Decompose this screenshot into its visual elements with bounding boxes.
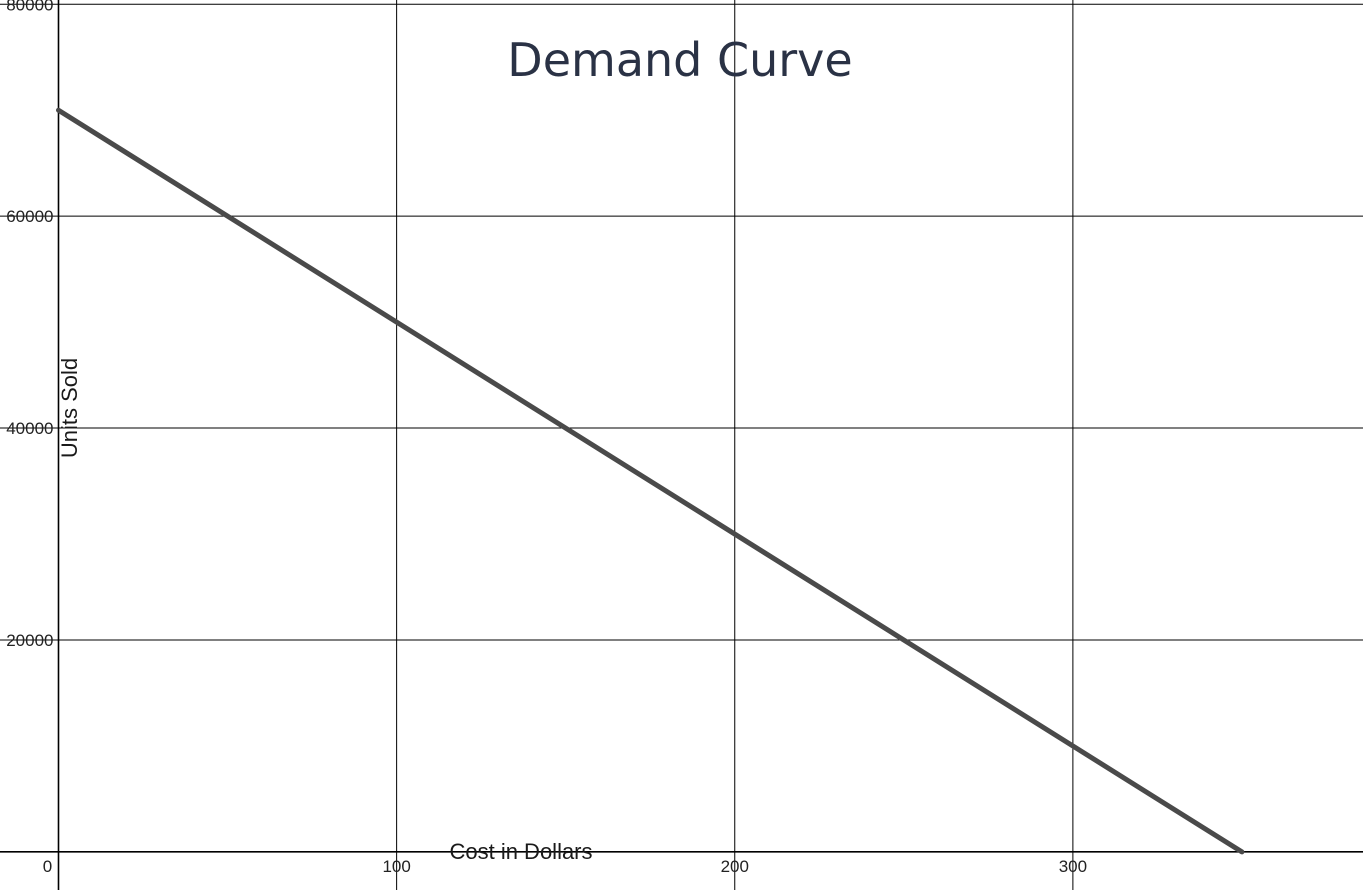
chart-title: Demand Curve <box>507 33 852 87</box>
y-tick-label-20000: 20000 <box>6 631 53 650</box>
demand-line-series-0 <box>56 107 1245 855</box>
tick-labels: 0 100 200 300 20000 40000 60000 80000 <box>6 0 1087 876</box>
x-tick-label-200: 200 <box>721 857 749 876</box>
data-series <box>56 107 1245 855</box>
y-tick-label-80000: 80000 <box>6 0 53 14</box>
y-tick-label-60000: 60000 <box>6 207 53 226</box>
y-axis-label: Units Sold <box>57 358 82 458</box>
x-tick-label-100: 100 <box>382 857 410 876</box>
x-tick-label-0: 0 <box>43 857 52 876</box>
x-axis-label: Cost in Dollars <box>449 839 592 864</box>
y-tick-label-40000: 40000 <box>6 419 53 438</box>
x-tick-label-300: 300 <box>1059 857 1087 876</box>
